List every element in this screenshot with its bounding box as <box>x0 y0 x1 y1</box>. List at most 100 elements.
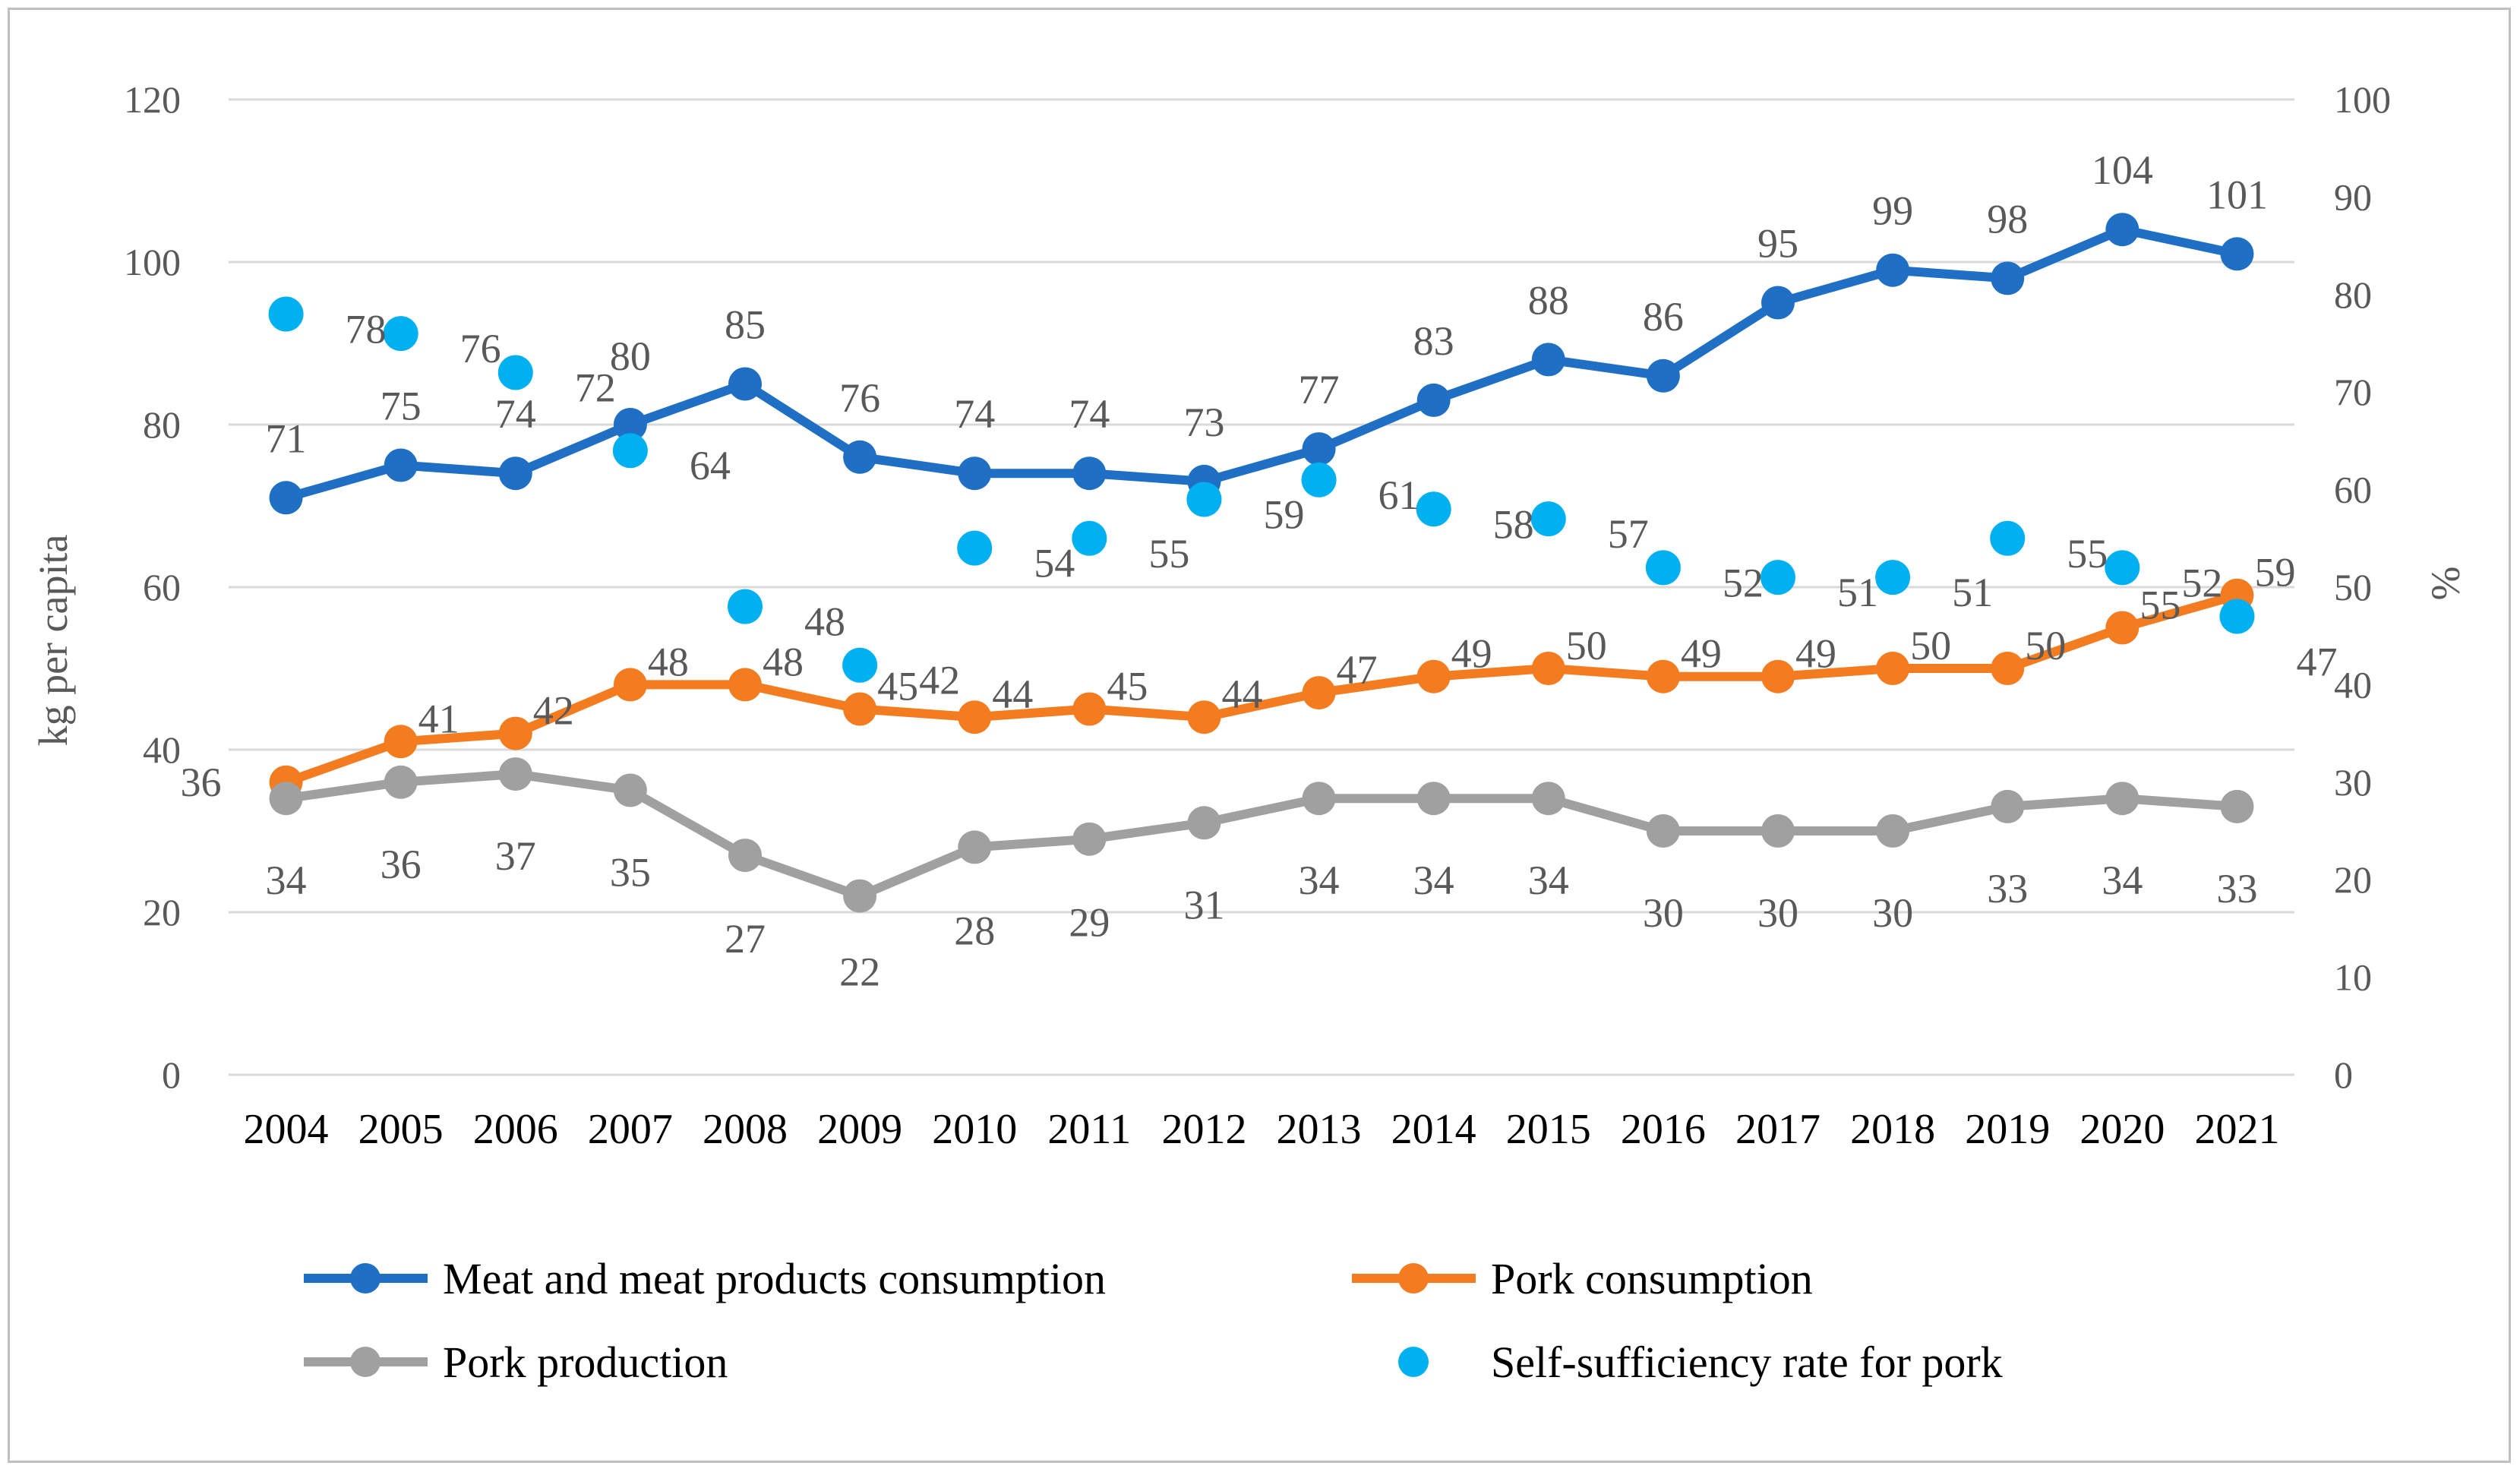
data-point <box>1072 520 1107 556</box>
data-point <box>728 367 762 401</box>
data-point <box>383 316 418 352</box>
data-label: 27 <box>725 916 766 962</box>
x-tick-label: 2021 <box>2194 1106 2279 1153</box>
x-tick-label: 2009 <box>817 1106 902 1153</box>
x-tick-label: 2007 <box>588 1106 673 1153</box>
legend-label: Self-sufficiency rate for pork <box>1491 1338 2003 1387</box>
data-label: 42 <box>533 688 574 734</box>
data-label: 52 <box>1723 560 1764 605</box>
y-tick-label: 40 <box>143 728 181 771</box>
data-label: 34 <box>266 858 307 903</box>
data-point <box>1072 822 1107 856</box>
data-label: 28 <box>954 908 995 953</box>
y2-tick-label: 10 <box>2334 956 2372 999</box>
data-point <box>1761 560 1795 595</box>
data-point <box>1416 782 1451 816</box>
data-label: 48 <box>648 639 689 684</box>
x-tick-label: 2012 <box>1161 1106 1246 1153</box>
x-tick-label: 2018 <box>1850 1106 1935 1153</box>
data-label: 22 <box>839 949 880 995</box>
series-line <box>281 225 2242 503</box>
data-point <box>1645 550 1681 586</box>
data-point <box>1531 343 1565 377</box>
data-point <box>1416 659 1451 693</box>
data-label: 50 <box>1910 623 1951 668</box>
data-label: 59 <box>1263 491 1304 537</box>
data-point <box>1302 676 1336 710</box>
data-point <box>1072 692 1107 726</box>
data-label: 36 <box>381 842 422 887</box>
data-label: 41 <box>418 696 459 741</box>
data-point <box>1646 814 1680 848</box>
y2-tick-label: 80 <box>2334 273 2372 316</box>
legend-item: Pork consumption <box>1352 1254 1813 1303</box>
data-label: 74 <box>495 391 536 437</box>
legend-item: Self-sufficiency rate for pork <box>1398 1338 2003 1387</box>
data-label: 36 <box>181 760 222 805</box>
y-tick-label: 60 <box>143 566 181 608</box>
data-label: 86 <box>1643 294 1684 340</box>
data-label: 71 <box>266 415 307 461</box>
data-point <box>1991 789 2025 823</box>
data-point <box>384 448 418 482</box>
data-point <box>1991 652 2025 685</box>
chart: 0 20 40 60 80 100 120 0 10 20 30 40 50 60 70 80 90 100 2… <box>30 78 2468 1387</box>
series-self-sufficiency-rate-for-pork <box>268 296 2255 683</box>
series-layer <box>268 213 2255 913</box>
data-label: 51 <box>1837 570 1878 615</box>
y-tick-label: 20 <box>143 891 181 933</box>
data-point <box>2105 611 2139 645</box>
data-point <box>958 830 992 864</box>
y2-tick-label: 20 <box>2334 858 2372 901</box>
x-tick-label: 2014 <box>1391 1106 1476 1153</box>
data-label: 80 <box>610 333 651 379</box>
legend-item: Meat and meat products consumption <box>304 1254 1106 1303</box>
y-tick-label: 80 <box>143 403 181 446</box>
y2-tick-label: 90 <box>2334 175 2372 218</box>
chart-frame: 0 20 40 60 80 100 120 0 10 20 30 40 50 60 70 80 90 100 2… <box>8 8 2511 1463</box>
data-label: 95 <box>1757 221 1798 267</box>
data-label: 98 <box>1987 196 2028 242</box>
data-point <box>613 668 647 702</box>
data-point <box>612 433 648 469</box>
x-tick-label: 2013 <box>1277 1106 1362 1153</box>
legend: Meat and meat products consumption Pork c… <box>304 1254 2003 1387</box>
data-label: 51 <box>1952 570 1993 615</box>
data-point <box>613 773 647 807</box>
data-labels-layer: 71 75 74 80 85 76 74 74 73 77 83 88 86 95 99 98 104 101 36… <box>181 147 2338 994</box>
data-label: 72 <box>575 365 616 411</box>
data-label: 57 <box>1608 511 1649 557</box>
data-label: 47 <box>2296 640 2337 685</box>
legend-label: Pork production <box>443 1338 728 1387</box>
data-point <box>1072 456 1107 491</box>
data-point <box>1761 814 1795 848</box>
data-point <box>1186 482 1222 517</box>
data-point <box>498 716 532 750</box>
data-label: 61 <box>1378 472 1419 518</box>
data-point <box>269 481 303 515</box>
data-point <box>2105 782 2139 816</box>
x-tick-label: 2005 <box>358 1106 444 1153</box>
data-label: 76 <box>839 375 880 421</box>
data-point <box>843 692 877 726</box>
data-label: 48 <box>763 639 804 684</box>
data-point <box>1302 782 1336 816</box>
x-tick-label: 2004 <box>244 1106 329 1153</box>
data-point <box>1646 659 1680 693</box>
data-label: 29 <box>1069 900 1110 946</box>
legend-marker <box>1398 1263 1429 1294</box>
x-tick-label: 2016 <box>1621 1106 1706 1153</box>
data-point <box>384 725 418 759</box>
data-point <box>384 765 418 799</box>
data-label: 44 <box>1221 671 1262 717</box>
legend-marker <box>350 1263 381 1294</box>
data-label: 47 <box>1337 647 1378 693</box>
data-point <box>268 296 304 332</box>
data-point <box>1991 261 2025 295</box>
data-label: 34 <box>2102 858 2143 903</box>
data-label: 30 <box>1872 890 1913 936</box>
x-tick-label: 2008 <box>703 1106 788 1153</box>
data-point <box>1990 520 2026 556</box>
data-point <box>1187 806 1221 840</box>
legend-label: Pork consumption <box>1491 1254 1813 1303</box>
